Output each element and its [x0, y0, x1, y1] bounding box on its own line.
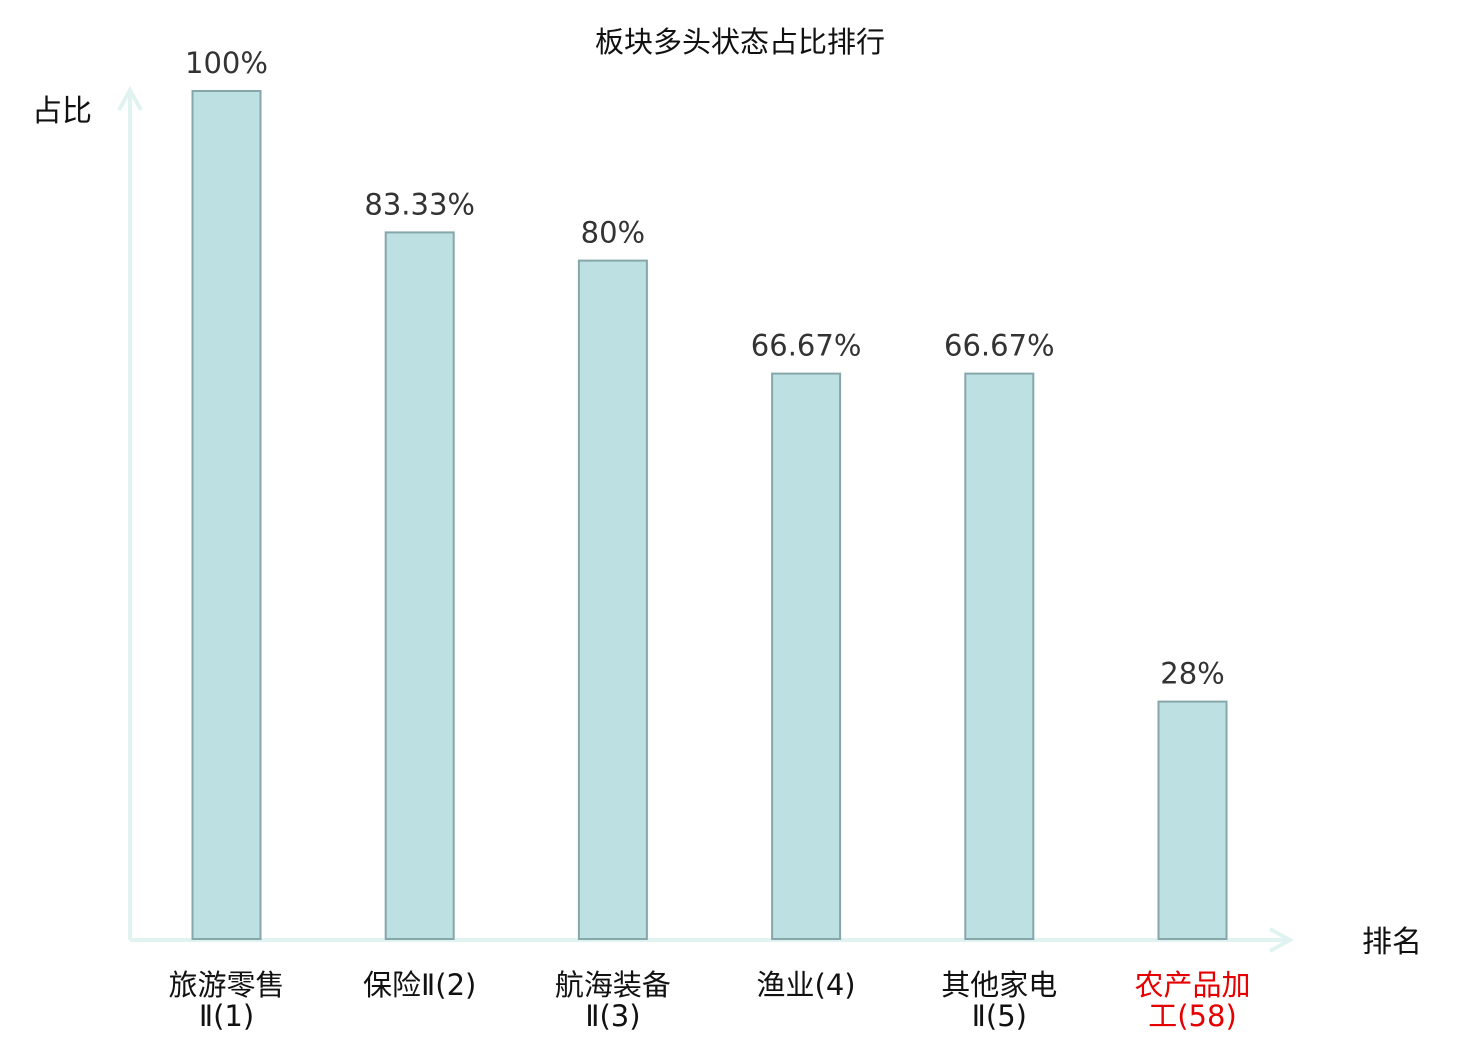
bar-2 [384, 231, 455, 940]
value-label-2: 83.33% [364, 187, 475, 221]
bar-6 [1157, 700, 1228, 940]
bar-3 [577, 259, 648, 941]
category-label-6-line-2: 工(58) [1148, 999, 1237, 1033]
value-label-1: 100% [185, 46, 268, 80]
category-label-1-line-2: Ⅱ(1) [199, 999, 254, 1033]
value-label-5: 66.67% [944, 329, 1055, 363]
x-axis-arrow-icon [1269, 927, 1295, 953]
y-axis-arrow-icon [117, 85, 143, 111]
category-label-2-line-1: 保险Ⅱ(2) [363, 968, 476, 1002]
y-axis-label: 占比 [32, 94, 92, 129]
category-label-3-line-1: 航海装备 [555, 968, 671, 1002]
bar-5 [964, 372, 1035, 941]
category-label-6-line-1: 农产品加 [1134, 968, 1250, 1002]
value-label-6: 28% [1160, 657, 1224, 691]
value-labels-group: 100% 83.33% 80% 66.67% 66.67% 28% [185, 46, 1225, 691]
category-label-4-line-1: 渔业(4) [757, 968, 856, 1002]
value-label-4: 66.67% [751, 329, 862, 363]
bar-1 [191, 90, 262, 940]
category-label-5-line-2: Ⅱ(5) [972, 999, 1027, 1033]
category-label-1-line-1: 旅游零售 [168, 968, 284, 1002]
x-axis-label: 排名 [1362, 925, 1422, 960]
axes [117, 85, 1295, 953]
bar-4 [771, 372, 842, 941]
chart-title: 板块多头状态占比排行 [595, 25, 885, 59]
category-label-5-line-1: 其他家电 [941, 968, 1057, 1002]
category-label-3-line-2: Ⅱ(3) [585, 999, 640, 1033]
bars-group [191, 90, 1228, 941]
value-label-3: 80% [581, 216, 645, 250]
